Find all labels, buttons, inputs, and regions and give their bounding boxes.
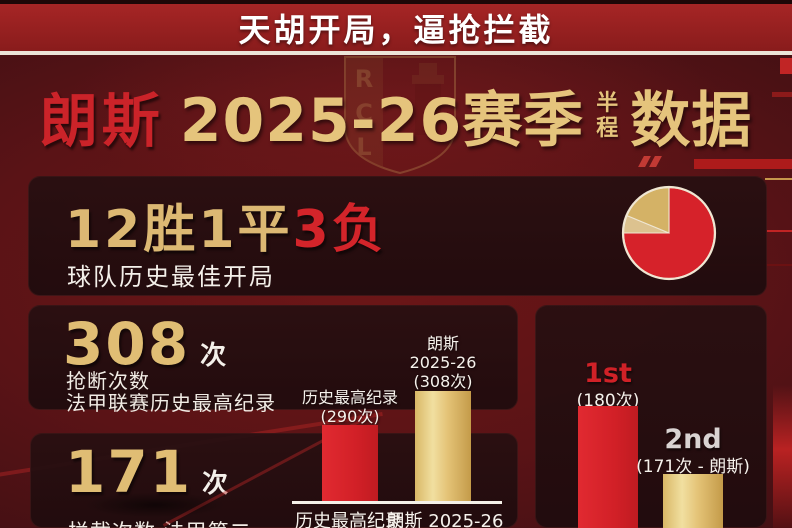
record-losses: 3负 [292,200,387,260]
tackles-value: 308 [63,310,191,378]
red-accent-line [765,230,792,232]
club-crest-icon: R C L [344,56,456,175]
glitch-accent [772,92,792,97]
glitch-accent [780,58,792,74]
page-title: 朗斯 2025-26赛季 半 程 数据 [0,55,792,176]
record-panel: 12胜1平3负 球队历史最佳开局 [28,176,767,296]
title-half-stacked: 半 程 [596,91,618,141]
svg-text:L: L [356,133,371,161]
record-caption: 球队历史最佳开局 [67,263,275,291]
record-wins-draws: 12胜1平 [65,200,293,260]
tackles-panel: 308 次 抢断次数 法甲联赛历史最高纪录 [28,305,518,415]
tackles-stat: 308 次 [63,310,226,378]
top-edge-strip [0,0,792,4]
tackles-desc-line2: 法甲联赛历史最高纪录 [66,391,276,415]
svg-text:C: C [355,99,373,127]
title-team-name: 朗斯 [39,86,164,155]
right-red-bar [694,159,792,169]
results-pie-chart [619,183,719,283]
title-half-top: 半 [596,90,619,116]
title-season: 2025-26赛季 [179,86,585,156]
svg-text:R: R [355,65,373,93]
gold-accent-line [765,178,792,180]
top-banner: 天胡开局，逼抢拦截 [0,4,792,51]
header: R C L 朗斯 2025-26赛季 半 程 数据 [0,55,792,176]
tackles-unit: 次 [200,341,227,371]
tackles-desc-line1: 抢断次数 [66,369,150,393]
title-suffix: 数据 [630,86,753,156]
title-half-bottom: 程 [596,115,619,141]
banner-divider [0,51,792,55]
banner-title: 天胡开局，逼抢拦截 [238,10,554,49]
rank-panel [535,305,767,528]
record-headline: 12胜1平3负 [65,187,387,262]
right-edge-streak [773,385,792,528]
shadow-blob [55,487,255,523]
interceptions-desc-clipped: 拦截次数 法甲第二 [68,516,252,528]
